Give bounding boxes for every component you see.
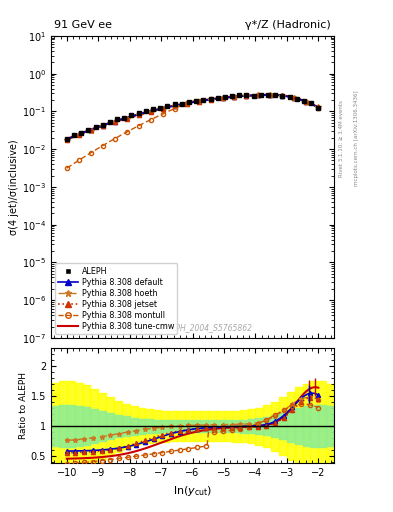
X-axis label: $\ln(y_{\rm cut})$: $\ln(y_{\rm cut})$ <box>173 484 212 498</box>
Text: γ*/Z (Hadronic): γ*/Z (Hadronic) <box>246 20 331 30</box>
Y-axis label: Ratio to ALEPH: Ratio to ALEPH <box>19 372 28 439</box>
Text: 91 GeV ee: 91 GeV ee <box>54 20 112 30</box>
Y-axis label: σ(4 jet)/σ(inclusive): σ(4 jet)/σ(inclusive) <box>9 139 19 234</box>
Text: Rivet 3.1.10; ≥ 3.4M events: Rivet 3.1.10; ≥ 3.4M events <box>339 100 343 177</box>
Legend: ALEPH, Pythia 8.308 default, Pythia 8.308 hoeth, Pythia 8.308 jetset, Pythia 8.3: ALEPH, Pythia 8.308 default, Pythia 8.30… <box>55 263 177 334</box>
Text: ALEPH_2004_S5765862: ALEPH_2004_S5765862 <box>161 323 252 332</box>
Text: mcplots.cern.ch [arXiv:1306.3436]: mcplots.cern.ch [arXiv:1306.3436] <box>354 91 359 186</box>
